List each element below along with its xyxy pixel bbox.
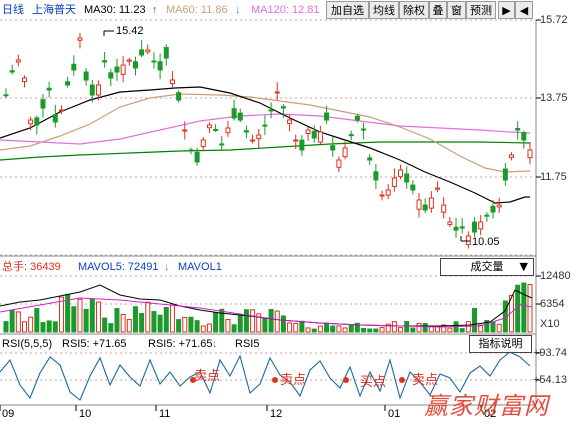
ma60-down-arrow-icon: ↓ xyxy=(235,4,241,16)
total-volume-label: 总手: 36439 xyxy=(2,261,61,273)
ma30-up-arrow-icon: ↑ xyxy=(152,4,158,16)
mavol1-label: MAVOL1 xyxy=(178,261,222,273)
signal-tag-buy: 买点 xyxy=(360,375,387,390)
ma120-line xyxy=(0,113,531,145)
rsi5-second-label: RSI5: +71.65 xyxy=(148,338,213,350)
ma30-line xyxy=(0,86,530,204)
rsi-params-label: RSI(5,5,5) xyxy=(2,338,53,350)
rsi-tick-high: +93.74 xyxy=(533,347,567,359)
add-watchlist-button[interactable]: 加自选 xyxy=(326,1,369,19)
rsi-second-down-arrow-icon: ↓ xyxy=(212,338,218,350)
signal-tag-sell-2: 卖点 xyxy=(280,373,307,388)
x-tick-10: 10 xyxy=(79,408,92,420)
price-high-annotation: 15.42 xyxy=(116,25,144,37)
rsi-down-arrow-icon: ↓ xyxy=(122,338,128,350)
arrow-left-icon[interactable]: ◀ xyxy=(515,1,533,19)
indicator-help-button[interactable]: 指标说明 xyxy=(469,335,532,353)
x-tick-11: 11 xyxy=(159,408,171,420)
signal-tag-sell-3: 卖点 xyxy=(412,373,439,388)
volume-tick-high: 12480 xyxy=(540,270,571,282)
price-tick-mid: 13.75 xyxy=(540,92,568,104)
window-button[interactable]: 窗 xyxy=(447,1,466,19)
chevron-down-icon: ▼ xyxy=(519,260,528,273)
ma120-label: MA120: 12.81 xyxy=(251,4,320,16)
overlay-button[interactable]: 叠 xyxy=(429,1,447,19)
mavol5-label: MAVOL5: 72491 xyxy=(78,261,159,273)
price-tick-low: 11.75 xyxy=(540,171,567,183)
rsi5-label: RSI5: +71.65 xyxy=(62,338,127,350)
mavol5-down-arrow-icon: ↓ xyxy=(164,261,170,273)
rsi5-third-label: RSI5 xyxy=(235,338,260,350)
rsi-tick-mid: +54.13 xyxy=(533,374,567,386)
volume-scale-label: X10 xyxy=(540,318,560,330)
indicator-select[interactable]: 成交量 ▼ xyxy=(440,258,534,276)
ma-lines-button[interactable]: 均线 xyxy=(369,1,399,19)
price-tick-high: 15.72 xyxy=(540,14,568,26)
x-tick-01: 01 xyxy=(388,408,401,420)
ma250-line xyxy=(0,141,531,161)
volume-tick-mid: 6354 xyxy=(540,298,565,310)
x-tick-09: 09 xyxy=(2,408,15,420)
arrow-right-icon[interactable]: ▶ xyxy=(498,1,515,19)
watermark-logo: 赢家财富网 xyxy=(424,392,549,420)
chart-period-label: 日线 xyxy=(2,4,24,16)
indicator-select-label: 成交量 xyxy=(470,260,504,273)
x-tick-02: 02 xyxy=(484,408,497,420)
ma30-label: MA30: 11.23 xyxy=(84,4,146,16)
price-low-annotation: 10.05 xyxy=(472,236,500,248)
ma60-label: MA60: 11.86 xyxy=(166,4,228,16)
ma60-line xyxy=(0,93,531,173)
signal-tag-sell-1: 卖点 xyxy=(194,369,221,384)
ex-rights-button[interactable]: 除权 xyxy=(399,1,429,19)
x-tick-12: 12 xyxy=(270,408,283,420)
stock-name-label: 上海普天 xyxy=(32,4,76,16)
forecast-button[interactable]: 预测 xyxy=(466,1,496,19)
